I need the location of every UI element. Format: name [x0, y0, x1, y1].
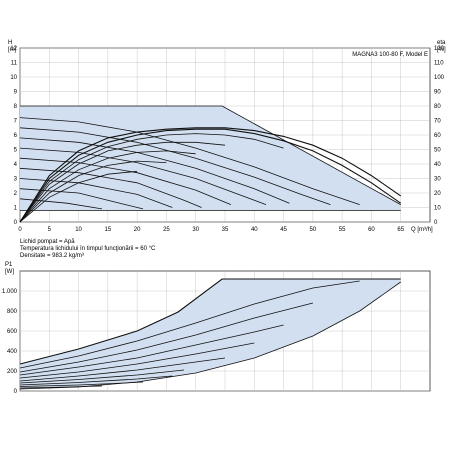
power-curve [19, 375, 173, 386]
power-y-tick-label: 400 [7, 349, 18, 355]
head-y-tick-label: 7 [14, 119, 18, 125]
head-y-tick-label: 10 [10, 75, 17, 81]
head-curve [19, 178, 173, 208]
eta-y-tick-label: 110 [434, 61, 444, 67]
power-y-tick-label: 600 [7, 329, 18, 335]
flow-x-tick-label: 55 [339, 227, 346, 233]
head-y-tick-label: 11 [11, 61, 18, 67]
head-curve [19, 127, 402, 223]
flow-x-tick-label: 20 [134, 227, 141, 233]
flow-x-tick-label: 30 [192, 227, 199, 233]
head-curve [19, 141, 226, 223]
power-axis-unit: [W] [5, 269, 14, 275]
flow-x-tick-label: 5 [48, 227, 52, 233]
chart-title: MAGNA3 100-80 F, Model E [352, 52, 428, 58]
flow-x-tick-label: 60 [368, 227, 375, 233]
eta-y-tick-label: 100 [434, 75, 445, 81]
power-y-tick-label: 1.000 [2, 289, 18, 295]
head-curve [19, 160, 167, 223]
flow-x-tick-label: 25 [163, 227, 170, 233]
power-curve [19, 302, 313, 373]
head-curve [19, 133, 284, 223]
head-y-tick-label: 2 [14, 191, 18, 197]
power-curve [19, 280, 360, 369]
eta-y-tick-label: 0 [434, 220, 438, 226]
flow-x-tick-label: 10 [75, 227, 82, 233]
eta-y-tick-label: 30 [434, 177, 441, 183]
fluid-note-1: Lichid pompat = Apă [20, 239, 75, 245]
eta-y-tick-label: 90 [434, 90, 441, 96]
power-curve [19, 342, 255, 379]
eta-y-tick-label: 120 [434, 46, 445, 52]
flow-x-tick-label: 50 [310, 227, 317, 233]
flow-x-tick-label: 40 [251, 227, 258, 233]
eta-axis-label: eta [437, 40, 446, 46]
flow-x-tick-label: 0 [18, 227, 22, 233]
head-curve [20, 105, 401, 205]
head-y-tick-label: 5 [14, 148, 18, 154]
flow-x-tick-label: 65 [397, 227, 404, 233]
eta-y-tick-label: 10 [434, 206, 441, 212]
head-curve [19, 137, 290, 204]
head-curve [19, 150, 196, 223]
power-curve [19, 357, 226, 382]
head-curve [19, 127, 331, 205]
eta-y-tick-label: 50 [434, 148, 441, 154]
eta-y-tick-label: 40 [434, 162, 441, 168]
flow-x-tick-label: 35 [222, 227, 229, 233]
head-y-tick-label: 4 [14, 162, 18, 168]
fluid-note-3: Densitate = 983.2 kg/m³ [20, 253, 84, 259]
power-y-tick-label: 800 [7, 309, 18, 315]
eta-y-tick-label: 80 [434, 104, 441, 110]
eta-y-tick-label: 60 [434, 133, 441, 139]
eta-y-tick-label: 70 [434, 119, 441, 125]
eta-axis-unit: [%] [437, 47, 446, 53]
head-curve [19, 117, 360, 205]
flow-axis-label: Q [m³/h] [411, 227, 433, 233]
head-operating-area [20, 106, 401, 211]
power-curve [19, 324, 284, 376]
head-y-tick-label: 3 [14, 177, 18, 183]
power-curve [19, 278, 401, 365]
head-curve [19, 188, 144, 210]
head-y-tick-label: 0 [14, 220, 18, 226]
head-y-tick-label: 6 [14, 133, 18, 139]
head-y-tick-label: 8 [14, 104, 18, 110]
power-curve [19, 369, 185, 384]
head-flow-chart: 0123456789101112010203040506070809010011… [8, 40, 446, 233]
head-axis-unit: [m] [8, 47, 17, 53]
power-curve [19, 281, 401, 390]
head-axis-label: H [8, 40, 12, 46]
fluid-note-2: Temperatura lichidului în timpul funcţio… [20, 246, 156, 252]
power-y-tick-label: 200 [7, 369, 18, 375]
head-curve [19, 157, 232, 205]
power-axis-label: P1 [5, 262, 13, 268]
head-y-tick-label: 9 [14, 90, 18, 96]
head-curve [19, 128, 402, 223]
power-flow-chart: 0 200 400 600 800 1.000 P1[W] [2, 262, 431, 395]
eta-y-tick-label: 20 [434, 191, 441, 197]
power-y-tick-label: 0 [14, 389, 18, 395]
head-curve [19, 147, 267, 205]
head-curve [19, 170, 138, 223]
flow-x-tick-label: 45 [280, 227, 287, 233]
flow-x-tick-label: 15 [105, 227, 112, 233]
fluid-notes: Lichid pompat = Apă Temperatura lichidul… [20, 239, 156, 259]
head-y-tick-label: 12 [10, 46, 17, 52]
head-y-tick-label: 1 [14, 206, 18, 212]
